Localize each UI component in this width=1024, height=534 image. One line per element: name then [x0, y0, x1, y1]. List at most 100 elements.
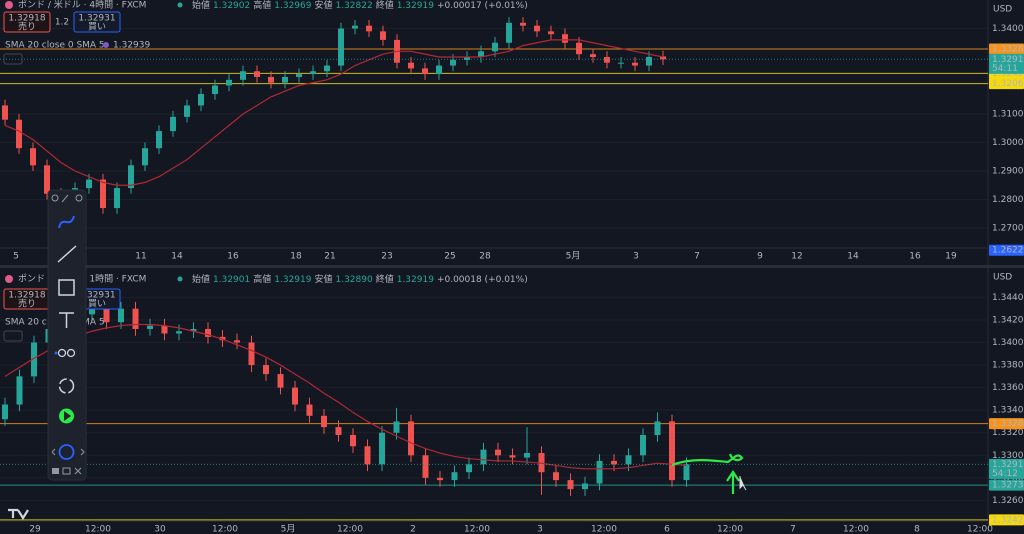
symbol: ポンド / 米ドル · 4時間 · FXCM — [18, 0, 146, 11]
tool-cut[interactable] — [74, 467, 82, 475]
candle-body — [306, 404, 313, 416]
tool-rect[interactable] — [58, 279, 75, 296]
candle-body — [338, 28, 344, 66]
candle-body — [263, 365, 269, 375]
x-tick-label: 11 — [135, 252, 146, 262]
candle-body — [576, 42, 582, 55]
x-tick-label: 6 — [664, 525, 670, 534]
x-tick-label: 5月 — [566, 251, 581, 262]
candle-body — [464, 57, 470, 60]
ohlc-item: +0.00018 (+0.01%) — [437, 275, 528, 285]
spread: 1.2 — [55, 18, 69, 28]
buy-label: 買い — [88, 299, 106, 310]
x-tick-label: 30 — [154, 525, 166, 534]
tool-cam[interactable] — [52, 468, 59, 474]
candle-body — [2, 105, 8, 120]
y-tick-label: 1.33200 — [992, 428, 1024, 438]
candle-body — [683, 464, 690, 481]
y-tick-label: 1.34000 — [992, 338, 1024, 348]
candle-body — [654, 421, 661, 435]
tool-measure-b[interactable] — [66, 348, 76, 358]
cursor — [739, 476, 747, 491]
sell-price: 1.32918 — [8, 291, 45, 301]
candle-body — [534, 25, 540, 32]
tool-measure[interactable] — [57, 348, 67, 358]
candle-body — [625, 455, 632, 465]
sell-button[interactable] — [3, 11, 51, 33]
ohlc-item: 安値 — [314, 0, 332, 11]
tool-settings[interactable] — [75, 194, 83, 202]
drawing-toolbar[interactable] — [47, 189, 87, 481]
level-tag — [989, 418, 1024, 430]
candle-body — [176, 331, 182, 334]
x-tick-label: 12:00 — [843, 525, 869, 534]
candle-body — [128, 165, 134, 189]
candle-body — [495, 449, 501, 456]
candle-body — [596, 460, 603, 484]
candle-body — [437, 477, 443, 481]
currency: USD — [993, 273, 1012, 283]
candle-body — [366, 25, 372, 32]
y-tick-label: 1.34200 — [992, 315, 1024, 325]
candle-body — [268, 76, 274, 83]
tool-text[interactable] — [59, 312, 74, 328]
ohlc-item: 1.32969 — [274, 1, 311, 11]
candle-body — [524, 453, 530, 458]
ohlc-item: +0.00017 (+0.01%) — [437, 1, 528, 11]
collapse-button[interactable] — [3, 330, 23, 342]
candle-body — [282, 76, 288, 83]
candle-body — [408, 421, 414, 456]
x-tick-label: 12:00 — [212, 525, 238, 534]
candle-body — [408, 62, 414, 69]
x-tick-label: 12:00 — [967, 525, 993, 534]
candle-body — [553, 472, 559, 481]
candle-body — [240, 71, 246, 80]
status-dot — [177, 2, 183, 8]
y-tick-label: 1.31000 — [992, 110, 1024, 120]
tool-measure-dot — [54, 351, 58, 355]
collapse-button[interactable] — [3, 53, 23, 65]
tool-pencil[interactable] — [61, 194, 69, 203]
ohlc-item: 高値 — [253, 273, 271, 285]
candle-body — [161, 325, 168, 334]
tool-dot[interactable] — [51, 194, 59, 202]
candle-body — [248, 342, 255, 366]
ohlc-item: 1.32890 — [335, 275, 372, 285]
x-tick-label: 12:00 — [591, 525, 617, 534]
level-tag — [989, 78, 1024, 90]
candle-body — [296, 74, 302, 77]
last-price-label: 1.32919 — [992, 55, 1024, 65]
candle-body — [364, 446, 371, 465]
x-tick-label: 3 — [633, 252, 639, 262]
x-tick-label: 28 — [479, 252, 491, 262]
price-axis — [988, 268, 1024, 534]
candle-body — [321, 415, 327, 428]
tool-arrows[interactable] — [51, 448, 85, 456]
x-tick-label: 12:00 — [464, 525, 490, 534]
y-tick-label: 1.30000 — [992, 138, 1024, 148]
candle-body — [147, 325, 153, 329]
x-tick-label: 5 — [13, 252, 19, 262]
tool-brush[interactable] — [58, 215, 75, 229]
tool-copy[interactable] — [62, 467, 71, 475]
ohlc-legend: 始値 1.32902 高値 1.32969 安値 1.32822 終値 1.32919 +0.0… — [192, 0, 528, 11]
tool-line[interactable] — [57, 245, 77, 263]
candle-body — [478, 51, 484, 57]
ohlc-legend: 始値 1.32901 高値 1.32919 安値 1.32890 終値 1.32919 +0.0… — [192, 273, 528, 285]
tool-timer[interactable] — [58, 444, 75, 460]
candle-body — [520, 22, 526, 26]
tool-reset[interactable] — [58, 378, 75, 394]
currency: USD — [993, 5, 1012, 15]
candle-body — [16, 119, 22, 149]
x-tick-label: 16 — [227, 252, 239, 262]
x-tick-label: 18 — [290, 252, 302, 262]
candle-body — [310, 71, 316, 75]
buy-price: 1.32931 — [78, 291, 115, 301]
y-tick-label: 1.29000 — [992, 167, 1024, 177]
pane-divider — [0, 265, 1024, 268]
buy-button[interactable] — [73, 11, 121, 33]
candle-body — [254, 71, 260, 77]
level-tag-label: 1.32427 — [992, 69, 1024, 79]
level-tag-label: 1.32735 — [992, 481, 1024, 491]
